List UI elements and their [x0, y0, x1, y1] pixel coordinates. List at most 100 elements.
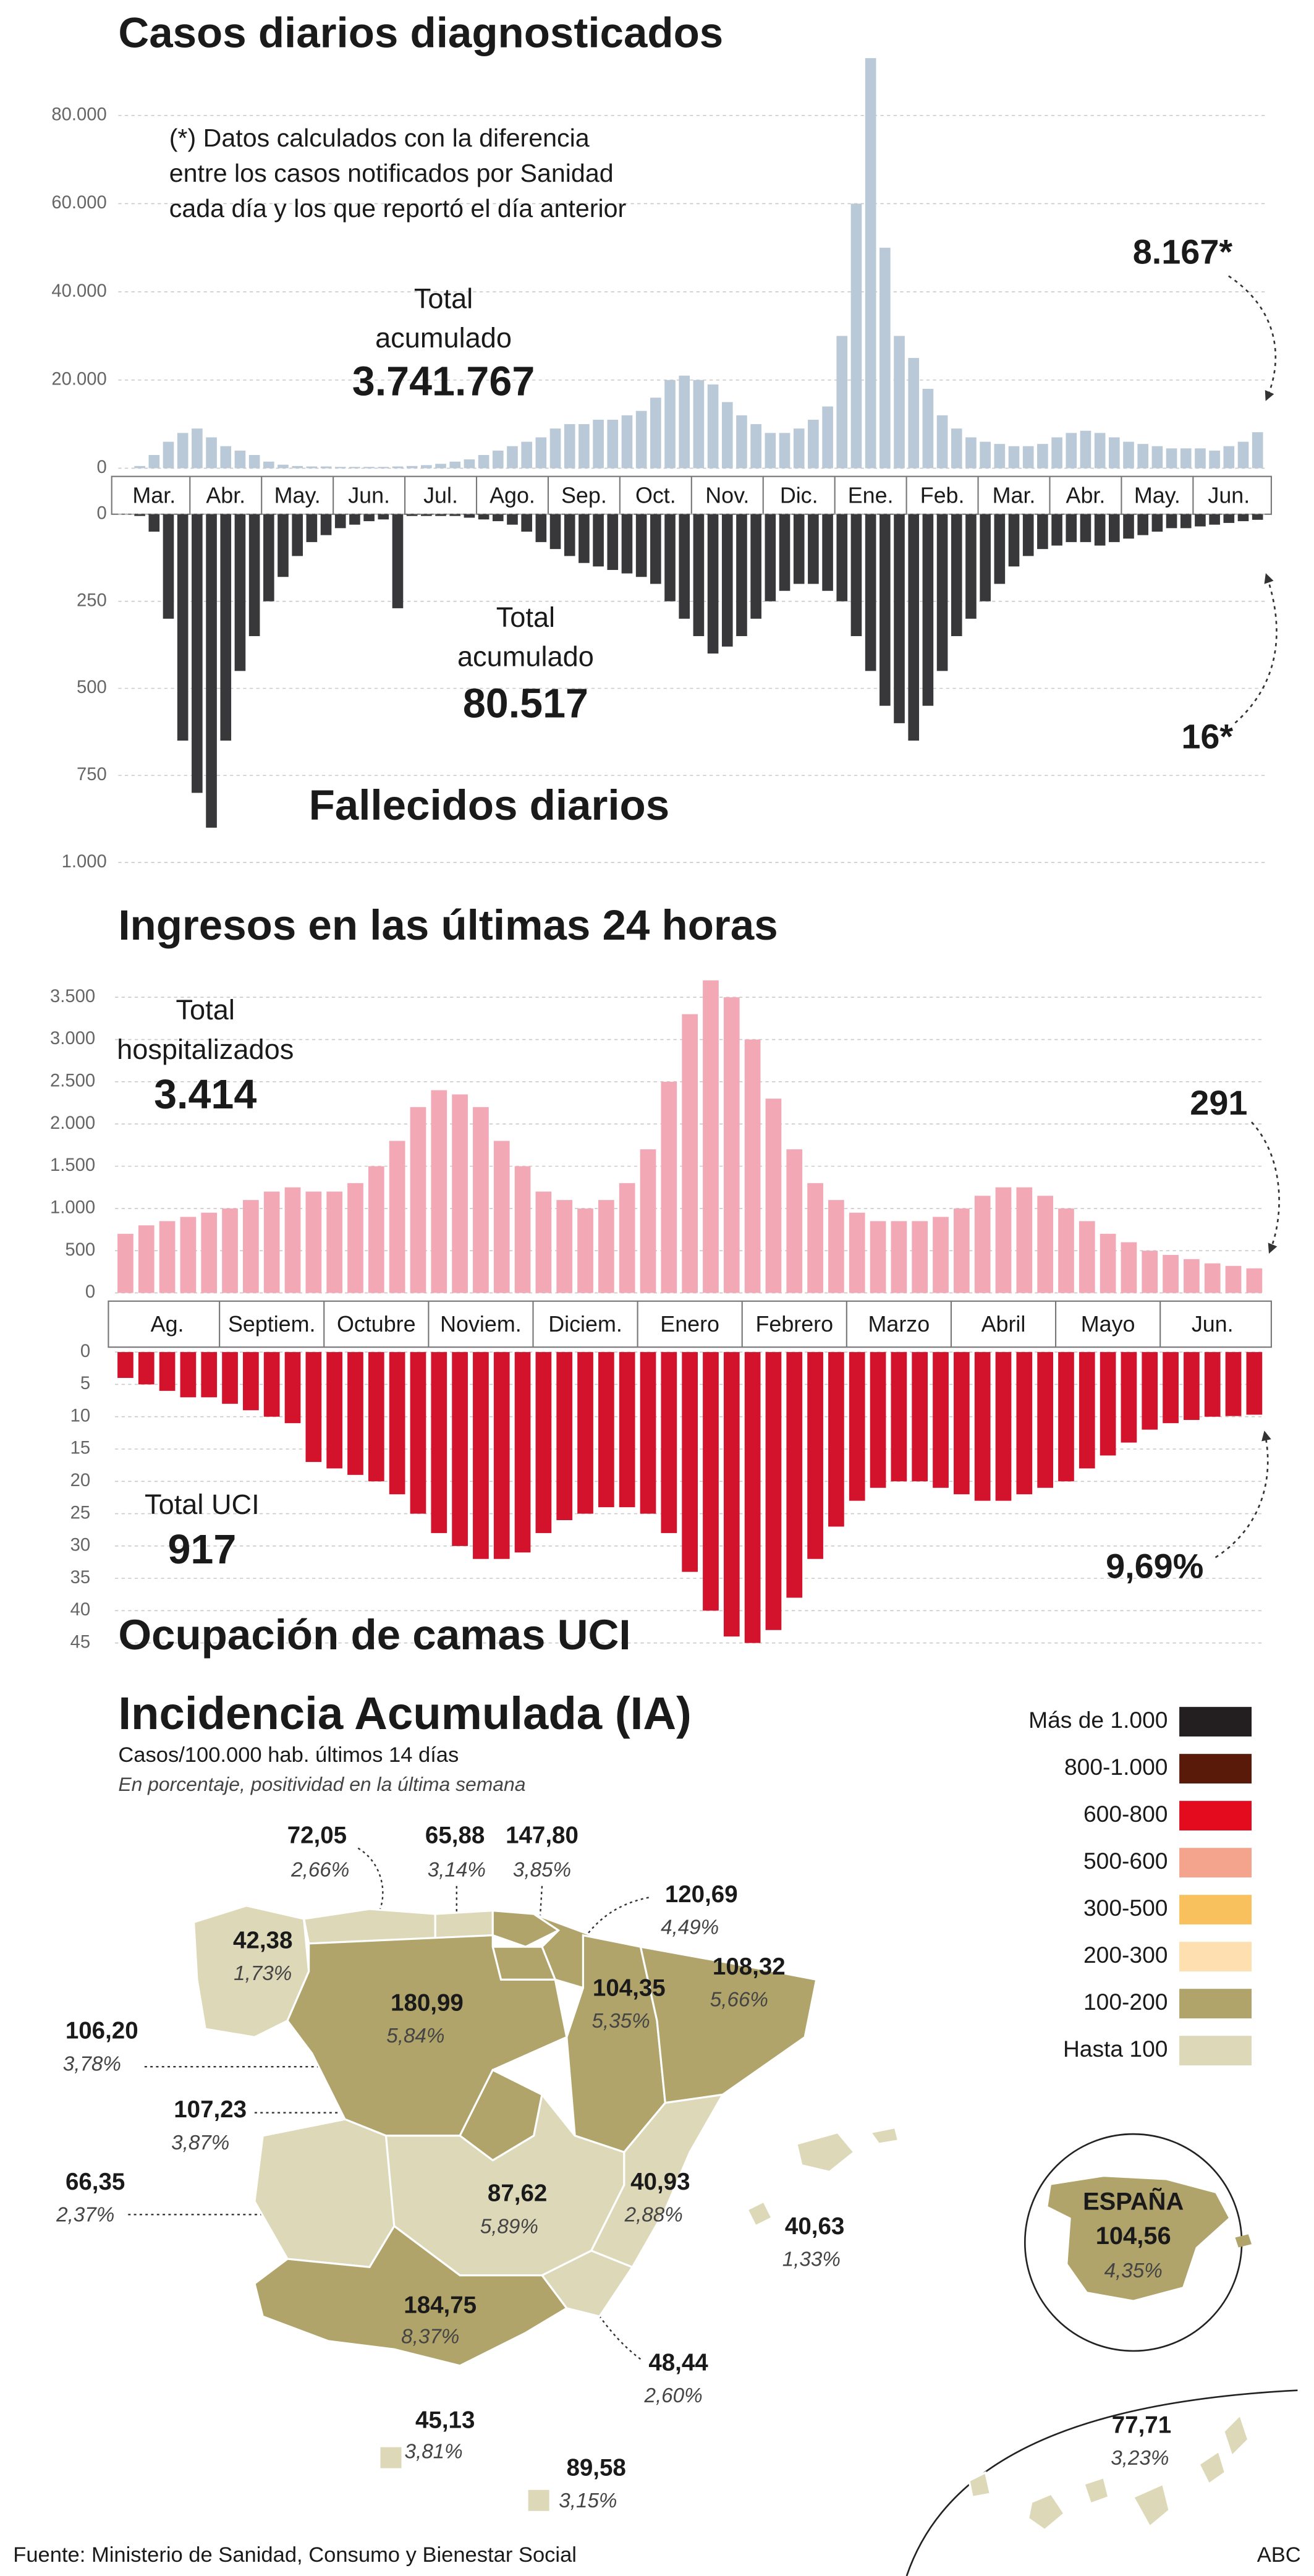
bar: [922, 514, 934, 706]
bar: [138, 1352, 155, 1385]
bar: [682, 1014, 698, 1293]
bar: [1123, 441, 1134, 469]
month-label: Jul.: [423, 483, 458, 508]
bar: [1252, 432, 1263, 469]
y-tick-label: 2.000: [50, 1113, 95, 1133]
bar: [779, 433, 791, 469]
region-shape: [968, 2471, 992, 2499]
bar: [1151, 446, 1163, 469]
bar: [192, 514, 203, 793]
bar: [1184, 1259, 1200, 1293]
legend-label: 500-600: [1083, 1848, 1168, 1874]
bar: [421, 465, 432, 469]
month-label: Noviem.: [440, 1312, 522, 1337]
legend-label: Más de 1.000: [1028, 1707, 1168, 1733]
bar: [836, 336, 848, 469]
bar: [410, 1352, 426, 1514]
bar: [870, 1221, 886, 1293]
bar: [421, 514, 432, 516]
bar: [392, 514, 404, 608]
region-positivity: 2,88%: [624, 2204, 683, 2227]
month-label: May.: [274, 483, 321, 508]
bar: [326, 1352, 343, 1469]
total-label: Total: [414, 283, 473, 314]
bar: [744, 1352, 761, 1643]
bar: [933, 1352, 949, 1488]
bar: [1100, 1233, 1116, 1293]
region-positivity: 5,35%: [591, 2010, 650, 2033]
month-label: Jun.: [1208, 483, 1250, 508]
bar: [220, 514, 232, 741]
bar: [994, 514, 1006, 584]
bar: [995, 1352, 1012, 1501]
bar: [1180, 448, 1192, 469]
bar: [703, 1352, 719, 1611]
region-value: 147,80: [506, 1822, 579, 1848]
region-positivity: 1,73%: [234, 1962, 292, 1985]
bar: [807, 1183, 823, 1293]
bar: [1008, 514, 1020, 567]
bar: [134, 514, 145, 516]
region-positivity: 3,85%: [513, 1859, 571, 1882]
bar: [640, 1149, 656, 1293]
bar: [951, 514, 962, 637]
charts: 0 20.000 40.000 60.000 80.000 Mar. Abr. May. Jun…: [50, 9, 1272, 1659]
bar: [222, 1208, 238, 1293]
bar: [234, 450, 246, 469]
bar: [880, 247, 891, 469]
bar: [1142, 1251, 1158, 1293]
bar: [721, 514, 733, 647]
bar: [263, 461, 274, 469]
bar: [206, 437, 217, 469]
month-label: Septiem.: [228, 1312, 316, 1337]
bar: [263, 1352, 280, 1417]
bar: [765, 433, 776, 469]
region-shape: [639, 1945, 818, 2104]
bar: [850, 514, 862, 637]
bar: [492, 514, 504, 522]
bar: [891, 1221, 907, 1293]
bar: [1080, 514, 1091, 542]
region-shape: [1197, 2449, 1227, 2486]
bar: [765, 514, 776, 601]
bar: [579, 514, 590, 563]
bar: [1204, 1263, 1221, 1293]
chart: 0 500 1.000 1.500 2.000 2.500 3.000 3.500 Ag. Sep…: [50, 901, 1272, 1348]
decoration: [357, 1847, 384, 1926]
bar: [849, 1212, 865, 1293]
region-positivity: 3,87%: [171, 2132, 229, 2154]
region-positivity: 5,84%: [386, 2025, 444, 2047]
bar: [292, 514, 303, 556]
bar: [389, 1141, 405, 1293]
bar: [836, 514, 848, 601]
bar: [556, 1352, 573, 1521]
region-shape: [253, 2224, 569, 2367]
month-label: Marzo: [868, 1312, 930, 1337]
bar: [894, 336, 905, 469]
bar: [1094, 433, 1106, 469]
map-subtitle: Casos/100.000 hab. últimos 14 días: [118, 1743, 459, 1767]
bar: [822, 406, 833, 469]
bar: [974, 1352, 991, 1501]
region-value: 106,20: [66, 2018, 138, 2044]
bar: [1195, 448, 1206, 469]
month-label: Sep.: [561, 483, 607, 508]
region-positivity: 3,23%: [1111, 2447, 1169, 2470]
bar: [707, 514, 719, 654]
bar: [549, 514, 561, 550]
bar: [478, 455, 490, 469]
chart-title: Casos diarios diagnosticados: [118, 9, 723, 57]
y-tick-label: 0: [85, 1282, 95, 1302]
bar: [389, 1352, 405, 1495]
legend-label: 600-800: [1083, 1801, 1168, 1827]
bar: [707, 384, 719, 469]
bar: [535, 514, 547, 542]
bar: [368, 1166, 384, 1293]
legend-label: 300-500: [1083, 1895, 1168, 1921]
bar: [912, 1221, 928, 1293]
bar: [1100, 1352, 1116, 1456]
map: Incidencia Acumulada (IA) Casos/100.000 …: [13, 1688, 1301, 2576]
espana-label: ESPAÑA: [1083, 2187, 1184, 2215]
y-tick-label: 0: [80, 1341, 90, 1361]
last-value-label: 291: [1190, 1083, 1247, 1122]
